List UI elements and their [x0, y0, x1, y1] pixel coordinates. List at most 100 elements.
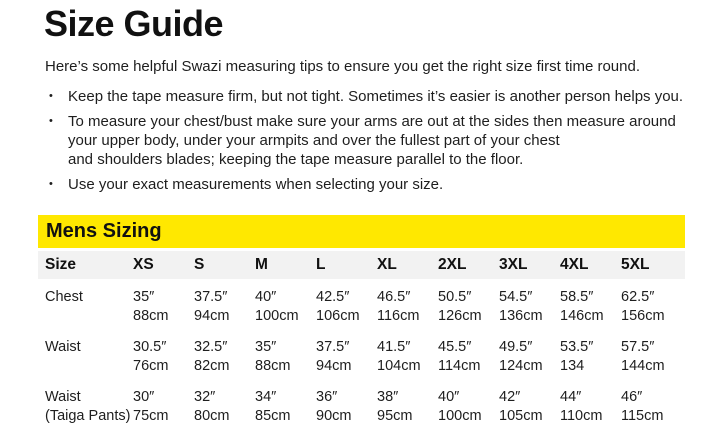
size-value-cell: 32.5″ 82cm [194, 338, 255, 376]
cm-value: 75cm [133, 408, 169, 424]
size-value-cell: 45.5″ 114cm [438, 338, 499, 376]
size-value-cell: 41.5″ 104cm [377, 338, 438, 376]
row-label: Waist [38, 338, 133, 376]
inches-value: 35″ [255, 339, 277, 355]
inches-value: 34″ [255, 389, 277, 405]
inches-value: 37.5″ [194, 289, 228, 305]
cm-value: 100cm [438, 408, 482, 424]
inches-value: 32.5″ [194, 339, 228, 355]
cm-value: 124cm [499, 358, 543, 374]
tip-item-2: To measure your chest/bust make sure you… [45, 112, 690, 169]
size-value-cell: 50.5″ 126cm [438, 288, 499, 326]
size-value-cell: 58.5″ 146cm [560, 288, 621, 326]
inches-value: 49.5″ [499, 339, 533, 355]
size-value-cell: 46.5″ 116cm [377, 288, 438, 326]
cm-value: 88cm [255, 358, 291, 374]
column-header-s: S [194, 256, 205, 273]
size-guide-page: Size Guide Here’s some helpful Swazi mea… [0, 4, 720, 431]
inches-value: 42.5″ [316, 289, 350, 305]
size-value-cell: 37.5″ 94cm [316, 338, 377, 376]
inches-value: 35″ [133, 289, 155, 305]
cm-value: 88cm [133, 308, 169, 324]
column-header-m: M [255, 256, 268, 273]
row-label-line1: Chest [45, 289, 83, 305]
cm-value: 76cm [133, 358, 169, 374]
size-value-cell: 38″ 95cm [377, 388, 438, 426]
measuring-tips-list: Keep the tape measure firm, but not tigh… [45, 87, 690, 194]
size-header-row: Size XS S M L XL 2XL 3XL 4XL 5XL [38, 251, 685, 279]
size-value-cell: 49.5″ 124cm [499, 338, 560, 376]
column-header-3xl: 3XL [499, 256, 528, 273]
cm-value: 94cm [316, 358, 352, 374]
cm-value: 82cm [194, 358, 230, 374]
inches-value: 44″ [560, 389, 582, 405]
cm-value: 104cm [377, 358, 421, 374]
cm-value: 136cm [499, 308, 543, 324]
size-value-cell: 44″ 110cm [560, 388, 621, 426]
size-value-cell: 62.5″ 156cm [621, 288, 682, 326]
intro-text: Here’s some helpful Swazi measuring tips… [45, 58, 641, 75]
inches-value: 57.5″ [621, 339, 655, 355]
cm-value: 110cm [560, 408, 603, 424]
cm-value: 90cm [316, 408, 352, 424]
size-value-cell: 32″ 80cm [194, 388, 255, 426]
size-value-cell: 42″ 105cm [499, 388, 560, 426]
cm-value: 126cm [438, 308, 482, 324]
size-value-cell: 40″ 100cm [255, 288, 316, 326]
mens-sizing-table: Size XS S M L XL 2XL 3XL 4XL 5XL Chest 35″ 88cm 37.5… [38, 251, 685, 426]
column-header-xl: XL [377, 256, 397, 273]
cm-value: 156cm [621, 308, 665, 324]
size-value-cell: 54.5″ 136cm [499, 288, 560, 326]
cm-value: 105cm [499, 408, 543, 424]
inches-value: 58.5″ [560, 289, 594, 305]
size-value-cell: 30″ 75cm [133, 388, 194, 426]
row-label: Chest [38, 288, 133, 326]
cm-value: 85cm [255, 408, 291, 424]
inches-value: 38″ [377, 389, 399, 405]
inches-value: 46.5″ [377, 289, 411, 305]
inches-value: 41.5″ [377, 339, 411, 355]
row-label: Waist (Taiga Pants) [38, 388, 133, 426]
inches-value: 40″ [255, 289, 277, 305]
mens-sizing-banner: Mens Sizing [38, 215, 685, 248]
cm-value: 94cm [194, 308, 230, 324]
page-title: Size Guide [44, 3, 224, 44]
cm-value: 146cm [560, 308, 604, 324]
cm-value: 106cm [316, 308, 360, 324]
size-value-cell: 42.5″ 106cm [316, 288, 377, 326]
row-label-line1: Waist [45, 339, 81, 355]
inches-value: 30″ [133, 389, 155, 405]
inches-value: 32″ [194, 389, 216, 405]
inches-value: 53.5″ [560, 339, 594, 355]
cm-value: 100cm [255, 308, 299, 324]
tip-item-1: Keep the tape measure firm, but not tigh… [45, 87, 690, 106]
size-value-cell: 53.5″ 134 [560, 338, 621, 376]
size-value-cell: 57.5″ 144cm [621, 338, 682, 376]
column-header-l: L [316, 256, 326, 273]
size-table-body: Chest 35″ 88cm 37.5″ 94cm 40″ 100cm 42.5″ 106cm 4… [38, 288, 685, 426]
inches-value: 30.5″ [133, 339, 167, 355]
cm-value: 114cm [438, 358, 481, 374]
size-value-cell: 40″ 100cm [438, 388, 499, 426]
column-header-xs: XS [133, 256, 154, 273]
size-value-cell: 46″ 115cm [621, 388, 682, 426]
inches-value: 37.5″ [316, 339, 350, 355]
column-header-4xl: 4XL [560, 256, 589, 273]
size-value-cell: 37.5″ 94cm [194, 288, 255, 326]
row-label-line1: Waist [45, 389, 81, 405]
inches-value: 45.5″ [438, 339, 472, 355]
inches-value: 42″ [499, 389, 521, 405]
cm-value: 95cm [377, 408, 413, 424]
cm-value: 115cm [621, 408, 664, 424]
row-label-line2: (Taiga Pants) [45, 408, 131, 424]
column-header-size: Size [45, 256, 77, 273]
inches-value: 36″ [316, 389, 338, 405]
inches-value: 62.5″ [621, 289, 655, 305]
measurement-row-2: Waist 30.5″ 76cm 32.5″ 82cm 35″ 88cm 37.5″ 94cm 4… [38, 338, 685, 376]
size-value-cell: 30.5″ 76cm [133, 338, 194, 376]
cm-value: 134 [560, 358, 585, 374]
cm-value: 80cm [194, 408, 230, 424]
column-header-2xl: 2XL [438, 256, 467, 273]
column-header-5xl: 5XL [621, 256, 650, 273]
size-value-cell: 36″ 90cm [316, 388, 377, 426]
